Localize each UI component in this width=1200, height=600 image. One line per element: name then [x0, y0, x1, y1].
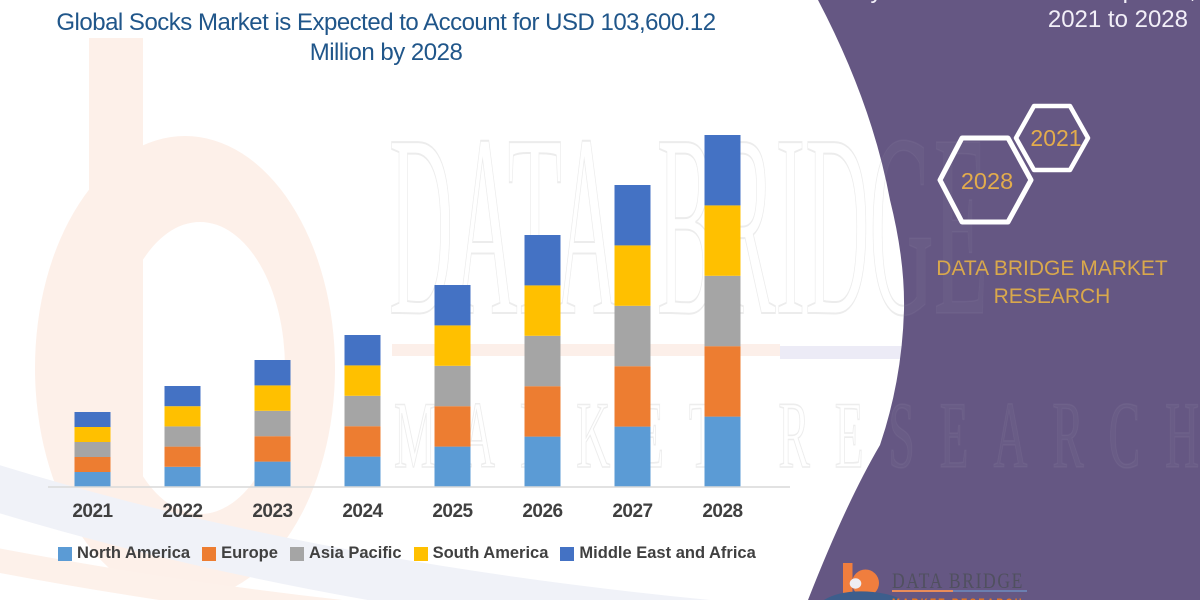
- svg-text:2021: 2021: [72, 501, 113, 522]
- svg-text:MARKET RESEARCH: MARKET RESEARCH: [394, 382, 1200, 488]
- svg-text:2023: 2023: [252, 501, 292, 522]
- svg-text:2025: 2025: [432, 501, 473, 522]
- svg-text:RESEARCH: RESEARCH: [994, 285, 1111, 308]
- svg-text:DATA BRIDGE: DATA BRIDGE: [389, 81, 988, 370]
- svg-text:DATA BRIDGE MARKET: DATA BRIDGE MARKET: [936, 257, 1168, 280]
- svg-text:2021 to 2028: 2021 to 2028: [1048, 6, 1188, 33]
- svg-text:2021: 2021: [1030, 125, 1081, 151]
- svg-text:MARKET RESEARCH: MARKET RESEARCH: [892, 596, 1024, 600]
- svg-text:2027: 2027: [612, 501, 652, 522]
- svg-text:2028: 2028: [961, 168, 1013, 194]
- svg-text:2022: 2022: [162, 501, 202, 522]
- svg-text:growing at a healthy CAGR in t: growing at a healthy CAGR in the forecas…: [668, 0, 1196, 4]
- svg-text:2028: 2028: [702, 501, 742, 522]
- svg-text:DATA BRIDGE: DATA BRIDGE: [892, 568, 1024, 593]
- svg-text:2026: 2026: [522, 501, 562, 522]
- svg-text:2024: 2024: [342, 501, 383, 522]
